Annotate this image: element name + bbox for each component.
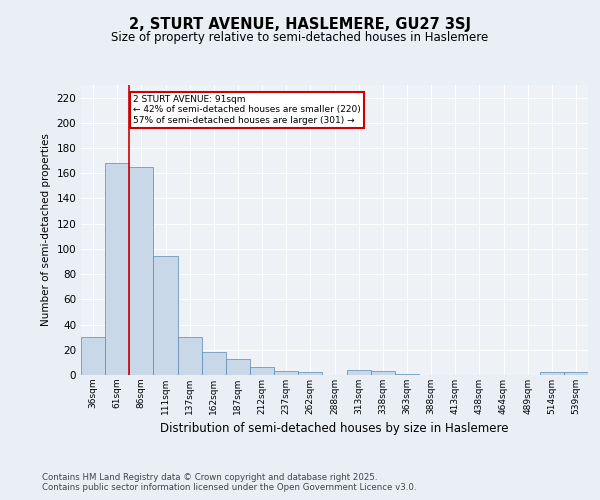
X-axis label: Distribution of semi-detached houses by size in Haslemere: Distribution of semi-detached houses by … <box>160 422 509 436</box>
Bar <box>226 358 250 375</box>
Text: Contains HM Land Registry data © Crown copyright and database right 2025.
Contai: Contains HM Land Registry data © Crown c… <box>42 473 416 492</box>
Bar <box>202 352 226 375</box>
Bar <box>105 163 129 375</box>
Text: 2, STURT AVENUE, HASLEMERE, GU27 3SJ: 2, STURT AVENUE, HASLEMERE, GU27 3SJ <box>129 18 471 32</box>
Bar <box>371 371 395 375</box>
Text: 2 STURT AVENUE: 91sqm
← 42% of semi-detached houses are smaller (220)
57% of sem: 2 STURT AVENUE: 91sqm ← 42% of semi-deta… <box>133 95 361 125</box>
Bar <box>154 256 178 375</box>
Bar <box>250 368 274 375</box>
Text: Size of property relative to semi-detached houses in Haslemere: Size of property relative to semi-detach… <box>112 31 488 44</box>
Bar <box>274 371 298 375</box>
Bar <box>129 167 154 375</box>
Bar <box>298 372 322 375</box>
Bar <box>564 372 588 375</box>
Bar <box>347 370 371 375</box>
Bar <box>178 337 202 375</box>
Y-axis label: Number of semi-detached properties: Number of semi-detached properties <box>41 134 51 326</box>
Bar <box>540 372 564 375</box>
Bar <box>81 337 105 375</box>
Bar <box>395 374 419 375</box>
